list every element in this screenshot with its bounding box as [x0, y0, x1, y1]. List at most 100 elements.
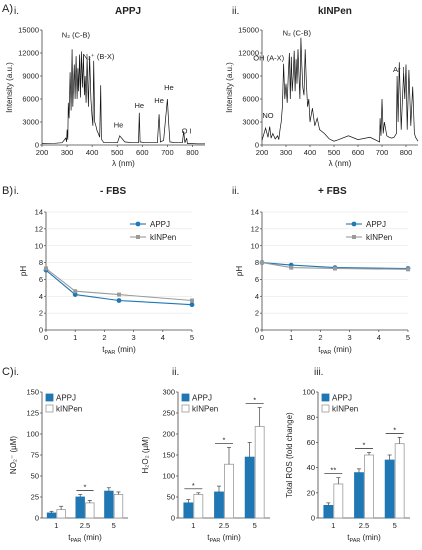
bar-plot-1: i. 0 25 50 75 100 125 150 1 2.5 * 5 tPAR (min) NO₂⁻ (… [9, 367, 128, 544]
x-tick-label: 400 [304, 148, 317, 157]
bar-appj [214, 491, 224, 519]
spectrum-line [41, 49, 205, 145]
bar-kinpen [224, 463, 234, 519]
legend-swatch [45, 393, 54, 402]
bar-kinpen [364, 454, 374, 519]
x-tick-label: 5 [112, 521, 116, 530]
y-tick-label: 0 [35, 141, 39, 150]
x-tick-label: 800 [186, 148, 199, 157]
x-tick-label: 600 [136, 148, 149, 157]
panel-label: i. [14, 367, 19, 378]
x-axis-label: tPAR (min) [347, 533, 381, 544]
y-axis-label: Intensity (a.u.) [225, 62, 234, 113]
y-tick-label: 60 [307, 438, 315, 447]
section-label-b: B) [2, 185, 13, 197]
y-tick-label: 15000 [18, 26, 39, 35]
y-tick-label: 80 [307, 413, 315, 422]
y-axis-label: NO₂⁻ (µM) [9, 436, 18, 474]
peak-annotation: He [135, 101, 145, 110]
y-tick-label: 6 [255, 275, 259, 284]
y-tick-label: 3000 [22, 118, 39, 127]
x-tick-label: 0 [260, 333, 264, 342]
y-tick-label: 6000 [22, 95, 39, 104]
series-line-appj [261, 262, 409, 270]
data-point-appj [116, 298, 122, 303]
y-tick-label: 0 [311, 514, 315, 523]
y-tick-label: 250 [162, 409, 175, 418]
x-tick-label: 2 [102, 333, 106, 342]
bar-appj [104, 490, 114, 519]
legend-label: APPJ [192, 394, 212, 403]
y-axis-label: Total ROS (fold change) [285, 412, 294, 498]
y-tick-label: 300 [162, 388, 175, 397]
x-tick-label: 1 [191, 521, 195, 530]
x-tick-label: 1 [73, 333, 77, 342]
y-tick-label: 2 [255, 309, 259, 318]
bar-appj [323, 504, 334, 519]
bar-kinpen [56, 509, 66, 519]
y-tick-label: 0 [255, 141, 259, 150]
panel-title: kINPen [318, 6, 352, 17]
legend-label: APPJ [366, 220, 386, 229]
bar-appj [46, 512, 57, 519]
y-tick-label: 50 [167, 493, 175, 502]
significance-marker: ** [330, 466, 336, 475]
peak-annotation: Ar I [393, 65, 405, 74]
legend-marker [135, 221, 141, 227]
y-tick-label: 100 [302, 388, 315, 397]
significance-marker: * [223, 435, 226, 444]
y-tick-label: 9000 [22, 72, 39, 81]
x-tick-label: 3 [132, 333, 136, 342]
panel-label: i. [14, 6, 19, 17]
legend-label: kINPen [192, 405, 218, 414]
legend-swatch [45, 404, 54, 413]
x-tick-label: 2 [318, 333, 322, 342]
y-tick-label: 50 [31, 472, 39, 481]
x-tick-label: 0 [44, 333, 48, 342]
x-tick-label: 1 [331, 521, 335, 530]
y-tick-label: 100 [26, 430, 39, 439]
bar-appj [183, 502, 194, 519]
y-axis-label: pH [19, 266, 28, 276]
y-tick-label: 10 [251, 241, 259, 250]
panel-label: ii. [232, 186, 239, 197]
x-tick-label: 3 [348, 333, 352, 342]
y-tick-label: 125 [26, 409, 39, 418]
y-tick-label: 0 [171, 514, 175, 523]
y-tick-label: 75 [31, 451, 39, 460]
legend-label: kINPen [366, 233, 392, 242]
bar-kinpen [193, 494, 204, 519]
x-tick-label: 500 [111, 148, 124, 157]
bar-kinpen [113, 494, 124, 519]
y-tick-label: 12000 [18, 49, 39, 58]
peak-annotation: N₂⁺ (B-X) [82, 52, 114, 61]
bar-kinpen [333, 483, 344, 519]
significance-marker: * [363, 440, 366, 449]
y-tick-label: 2 [39, 309, 43, 318]
x-tick-label: 4 [161, 333, 165, 342]
x-tick-label: 800 [400, 148, 413, 157]
significance-marker: * [192, 481, 195, 490]
y-tick-label: 0 [255, 326, 259, 335]
y-tick-label: 4 [255, 292, 259, 301]
peak-annotation: NO [262, 111, 273, 120]
panel-label: ii. [172, 367, 179, 378]
legend-label: APPJ [56, 394, 76, 403]
y-tick-label: 9000 [242, 72, 259, 81]
x-tick-label: 5 [190, 333, 194, 342]
y-tick-label: 200 [162, 430, 175, 439]
data-point-kinpen [190, 298, 194, 303]
legend-swatch [321, 404, 330, 413]
legend-label: APPJ [332, 394, 352, 403]
section-label-c: C) [2, 366, 14, 378]
x-tick-label: 5 [406, 333, 410, 342]
panel-label: i. [14, 186, 19, 197]
bar-kinpen [254, 426, 265, 519]
peak-annotation: OH (A-X) [253, 54, 284, 63]
peak-annotation: He [114, 120, 124, 129]
y-tick-label: 150 [26, 388, 39, 397]
peak-annotation: N₂ (C-B) [62, 31, 91, 40]
data-point-kinpen [73, 289, 78, 294]
x-tick-label: 5 [253, 521, 257, 530]
